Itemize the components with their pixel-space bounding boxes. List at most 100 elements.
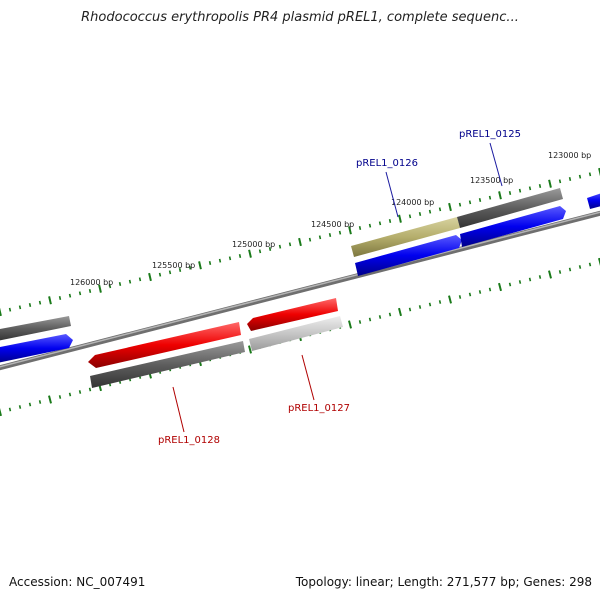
outer-tick [298,237,302,247]
outer-tick [338,230,342,235]
inner-tick [448,295,452,304]
tick-label-123000: 123000 bp [548,151,591,160]
outer-tick [158,272,162,277]
outer-tick [318,235,322,240]
inner-tick [0,407,2,417]
gene-arrow-pREL1_0127[interactable] [247,298,338,331]
tick-label-124500: 124500 bp [311,220,354,229]
outer-tick [308,237,312,242]
inner-tick [88,387,92,392]
outer-tick [448,202,452,212]
gene-arrow-left-forward[interactable] [0,334,73,363]
outer-tick [28,303,32,307]
inner-tick [18,405,22,409]
outer-tick [498,191,502,200]
outer-tick [478,198,482,202]
inner-tick [528,277,532,282]
outer-tick [598,167,600,177]
leader-pREL1_0126 [385,171,399,218]
backbone-highlight [0,211,600,368]
inner-tick [378,315,382,319]
gene-label-pREL1_0125[interactable]: pREL1_0125 [459,129,521,140]
outer-tick [358,226,362,230]
outer-tick [278,244,282,249]
inner-tick [508,282,512,287]
outer-tick [208,261,212,265]
inner-tick [408,307,412,312]
inner-tick [8,407,12,412]
feature-bar-left-gray[interactable] [0,316,71,341]
outer-tick [38,300,42,305]
inner-tick [248,345,252,354]
outer-tick [428,209,432,214]
outer-tick [238,254,242,258]
outer-tick [228,256,232,261]
inner-tick [398,307,402,317]
inner-tick [48,395,52,404]
inner-tick [498,282,502,292]
gene-arrow-pREL1_0126[interactable] [355,235,462,276]
outer-tick [58,296,62,300]
inner-tick [598,257,600,267]
outer-tick [138,277,142,282]
outer-tick [48,296,52,305]
inner-tick [428,302,432,307]
outer-tick [8,307,12,312]
gene-arrow-right-forward[interactable] [587,192,600,209]
map-title: Rhodococcus erythropolis PR4 plasmid pRE… [81,10,519,25]
inner-tick [468,292,472,297]
inner-tick [458,295,462,299]
outer-tick [568,177,572,181]
outer-tick [348,226,352,235]
inner-tick [368,317,372,322]
outer-tick [128,279,132,284]
leader-pREL1_0128 [172,386,185,433]
inner-tick [418,305,422,309]
outer-tick [98,284,102,293]
gene-label-pREL1_0128[interactable]: pREL1_0128 [158,435,220,446]
outer-tick [148,272,152,282]
outer-tick [88,289,92,293]
outer-tick [548,179,552,188]
inner-tick [488,287,492,292]
leader-pREL1_0125 [489,142,503,187]
outer-tick [118,282,122,286]
gene-label-pREL1_0126[interactable]: pREL1_0126 [356,158,418,169]
tick-label-124000: 124000 bp [391,198,434,207]
outer-tick [528,186,532,191]
outer-tick [368,223,372,228]
feature-bar-pREL1_0127[interactable] [249,316,343,351]
accession-text: Accession: NC_007491 [9,575,146,589]
inner-tick [478,290,482,294]
outer-tick [218,258,222,263]
inner-tick [28,402,32,407]
inner-tick [588,262,592,267]
feature-bar-pREL1_0128[interactable] [90,341,245,388]
outer-tick [168,270,172,275]
outer-tick [408,214,412,219]
inner-tick [38,400,42,404]
gene-arrow-pREL1_0125[interactable] [460,206,566,247]
outer-tick [378,221,382,226]
outer-tick [178,268,182,272]
outer-tick [198,261,202,270]
outer-tick-ring [0,167,600,317]
feature-bar-pREL1_0126[interactable] [351,217,460,257]
feature-bar-pREL1_0125[interactable] [457,188,563,228]
inner-tick [568,267,572,272]
outer-tick [268,247,272,251]
gene-arrow-pREL1_0128[interactable] [88,322,241,368]
outer-tick [518,188,522,193]
tick-label-123500: 123500 bp [470,176,513,185]
outer-tick [78,291,82,296]
inner-tick [538,275,542,279]
inner-tick [548,270,552,279]
outer-tick [328,233,332,237]
outer-tick [508,191,512,195]
gene-label-pREL1_0127[interactable]: pREL1_0127 [288,403,350,414]
outer-tick [488,195,492,200]
inner-tick [358,320,362,324]
outer-tick [458,202,462,207]
outer-tick [418,212,422,216]
